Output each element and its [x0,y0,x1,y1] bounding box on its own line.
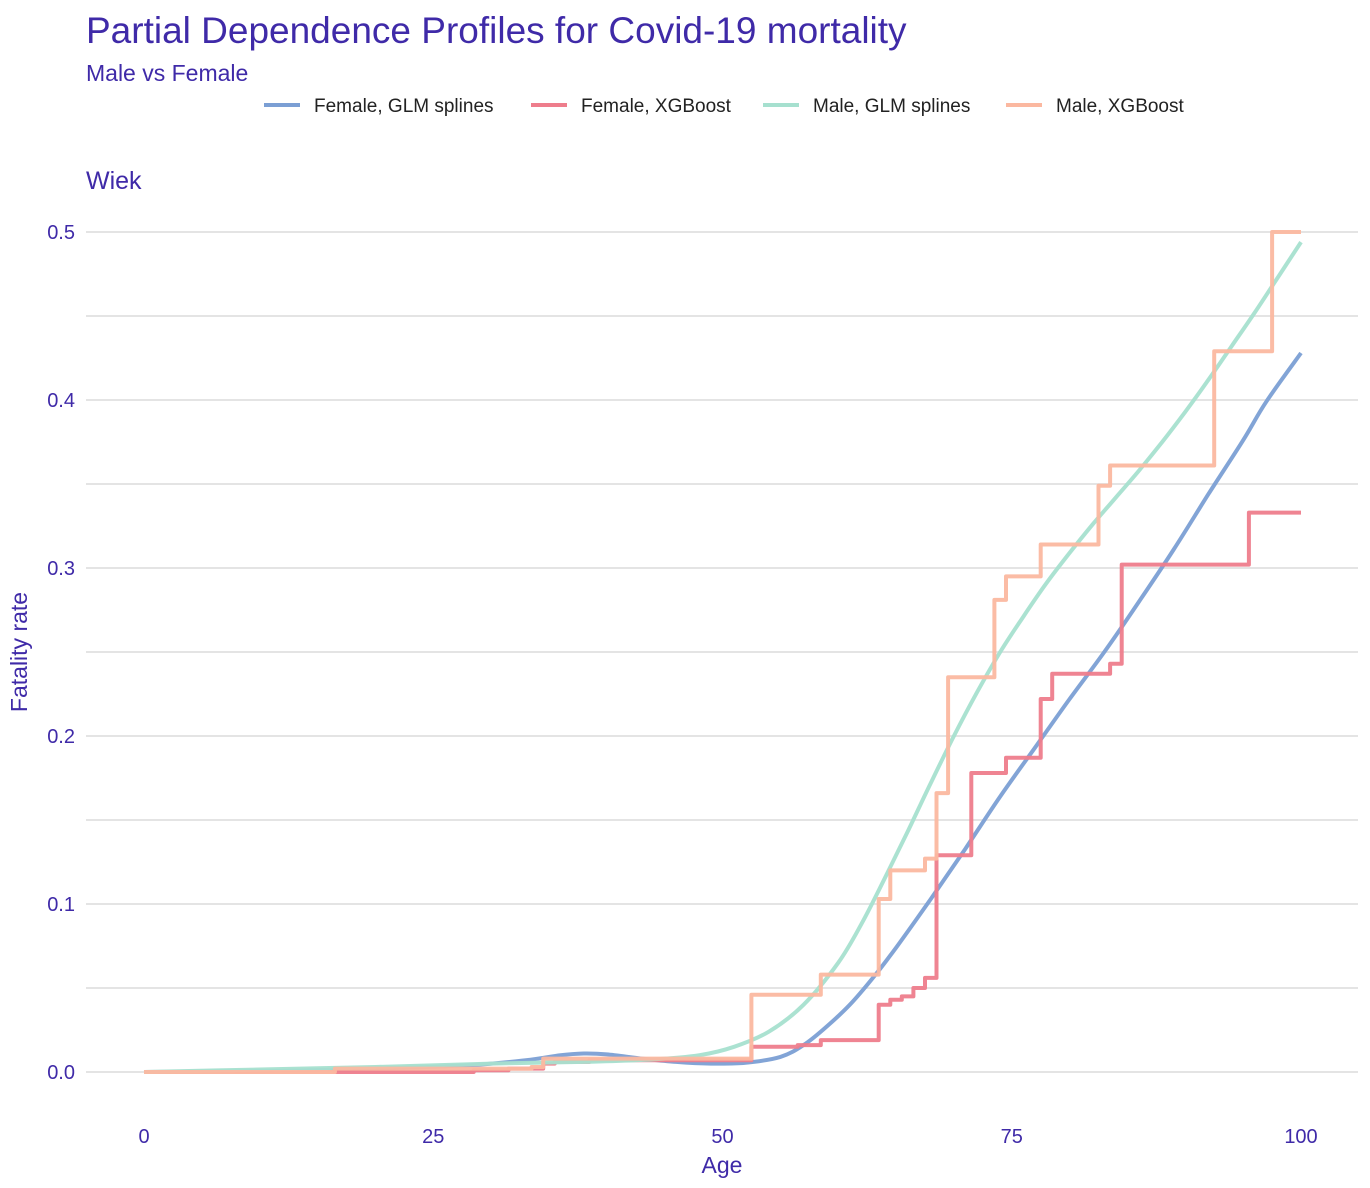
x-axis-label: Age [702,1152,743,1178]
y-tick-label: 0.0 [47,1062,75,1084]
legend-label: Female, XGBoost [581,96,732,117]
legend-item: Female, XGBoost [531,96,732,117]
series-line-male-xgb [144,230,1301,1074]
x-tick-label: 50 [711,1126,733,1148]
y-tick-label: 0.4 [47,390,75,412]
x-tick-label: 100 [1284,1126,1317,1148]
series-line-female-glm [143,351,1303,1074]
series-line-male-glm [143,240,1303,1074]
y-tick-labels: 0.0 0.1 0.2 0.3 0.4 0.5 [47,222,75,1084]
y-tick-label: 0.5 [47,222,75,244]
y-axis-label: Fatality rate [6,592,32,712]
legend-label: Female, GLM splines [314,96,494,117]
legend-item: Male, GLM splines [763,96,970,117]
legend-label: Male, XGBoost [1056,96,1184,117]
chart-subtitle: Male vs Female [86,60,248,86]
legend-item: Female, GLM splines [264,96,494,117]
series-lines [143,230,1303,1074]
legend-label: Male, GLM splines [813,96,970,117]
x-tick-label: 0 [138,1126,149,1148]
y-tick-label: 0.3 [47,558,75,580]
x-tick-labels: 0 25 50 75 100 [138,1126,1317,1148]
legend: Female, GLM splines Female, XGBoost Male, … [264,96,1184,117]
grid-lines [86,231,1358,1073]
y-tick-label: 0.1 [47,894,75,916]
facet-label: Wiek [86,167,142,195]
x-tick-label: 25 [422,1126,444,1148]
chart-title: Partial Dependence Profiles for Covid-19… [86,10,907,51]
x-tick-label: 75 [1001,1126,1023,1148]
y-tick-label: 0.2 [47,726,75,748]
legend-item: Male, XGBoost [1006,96,1184,117]
